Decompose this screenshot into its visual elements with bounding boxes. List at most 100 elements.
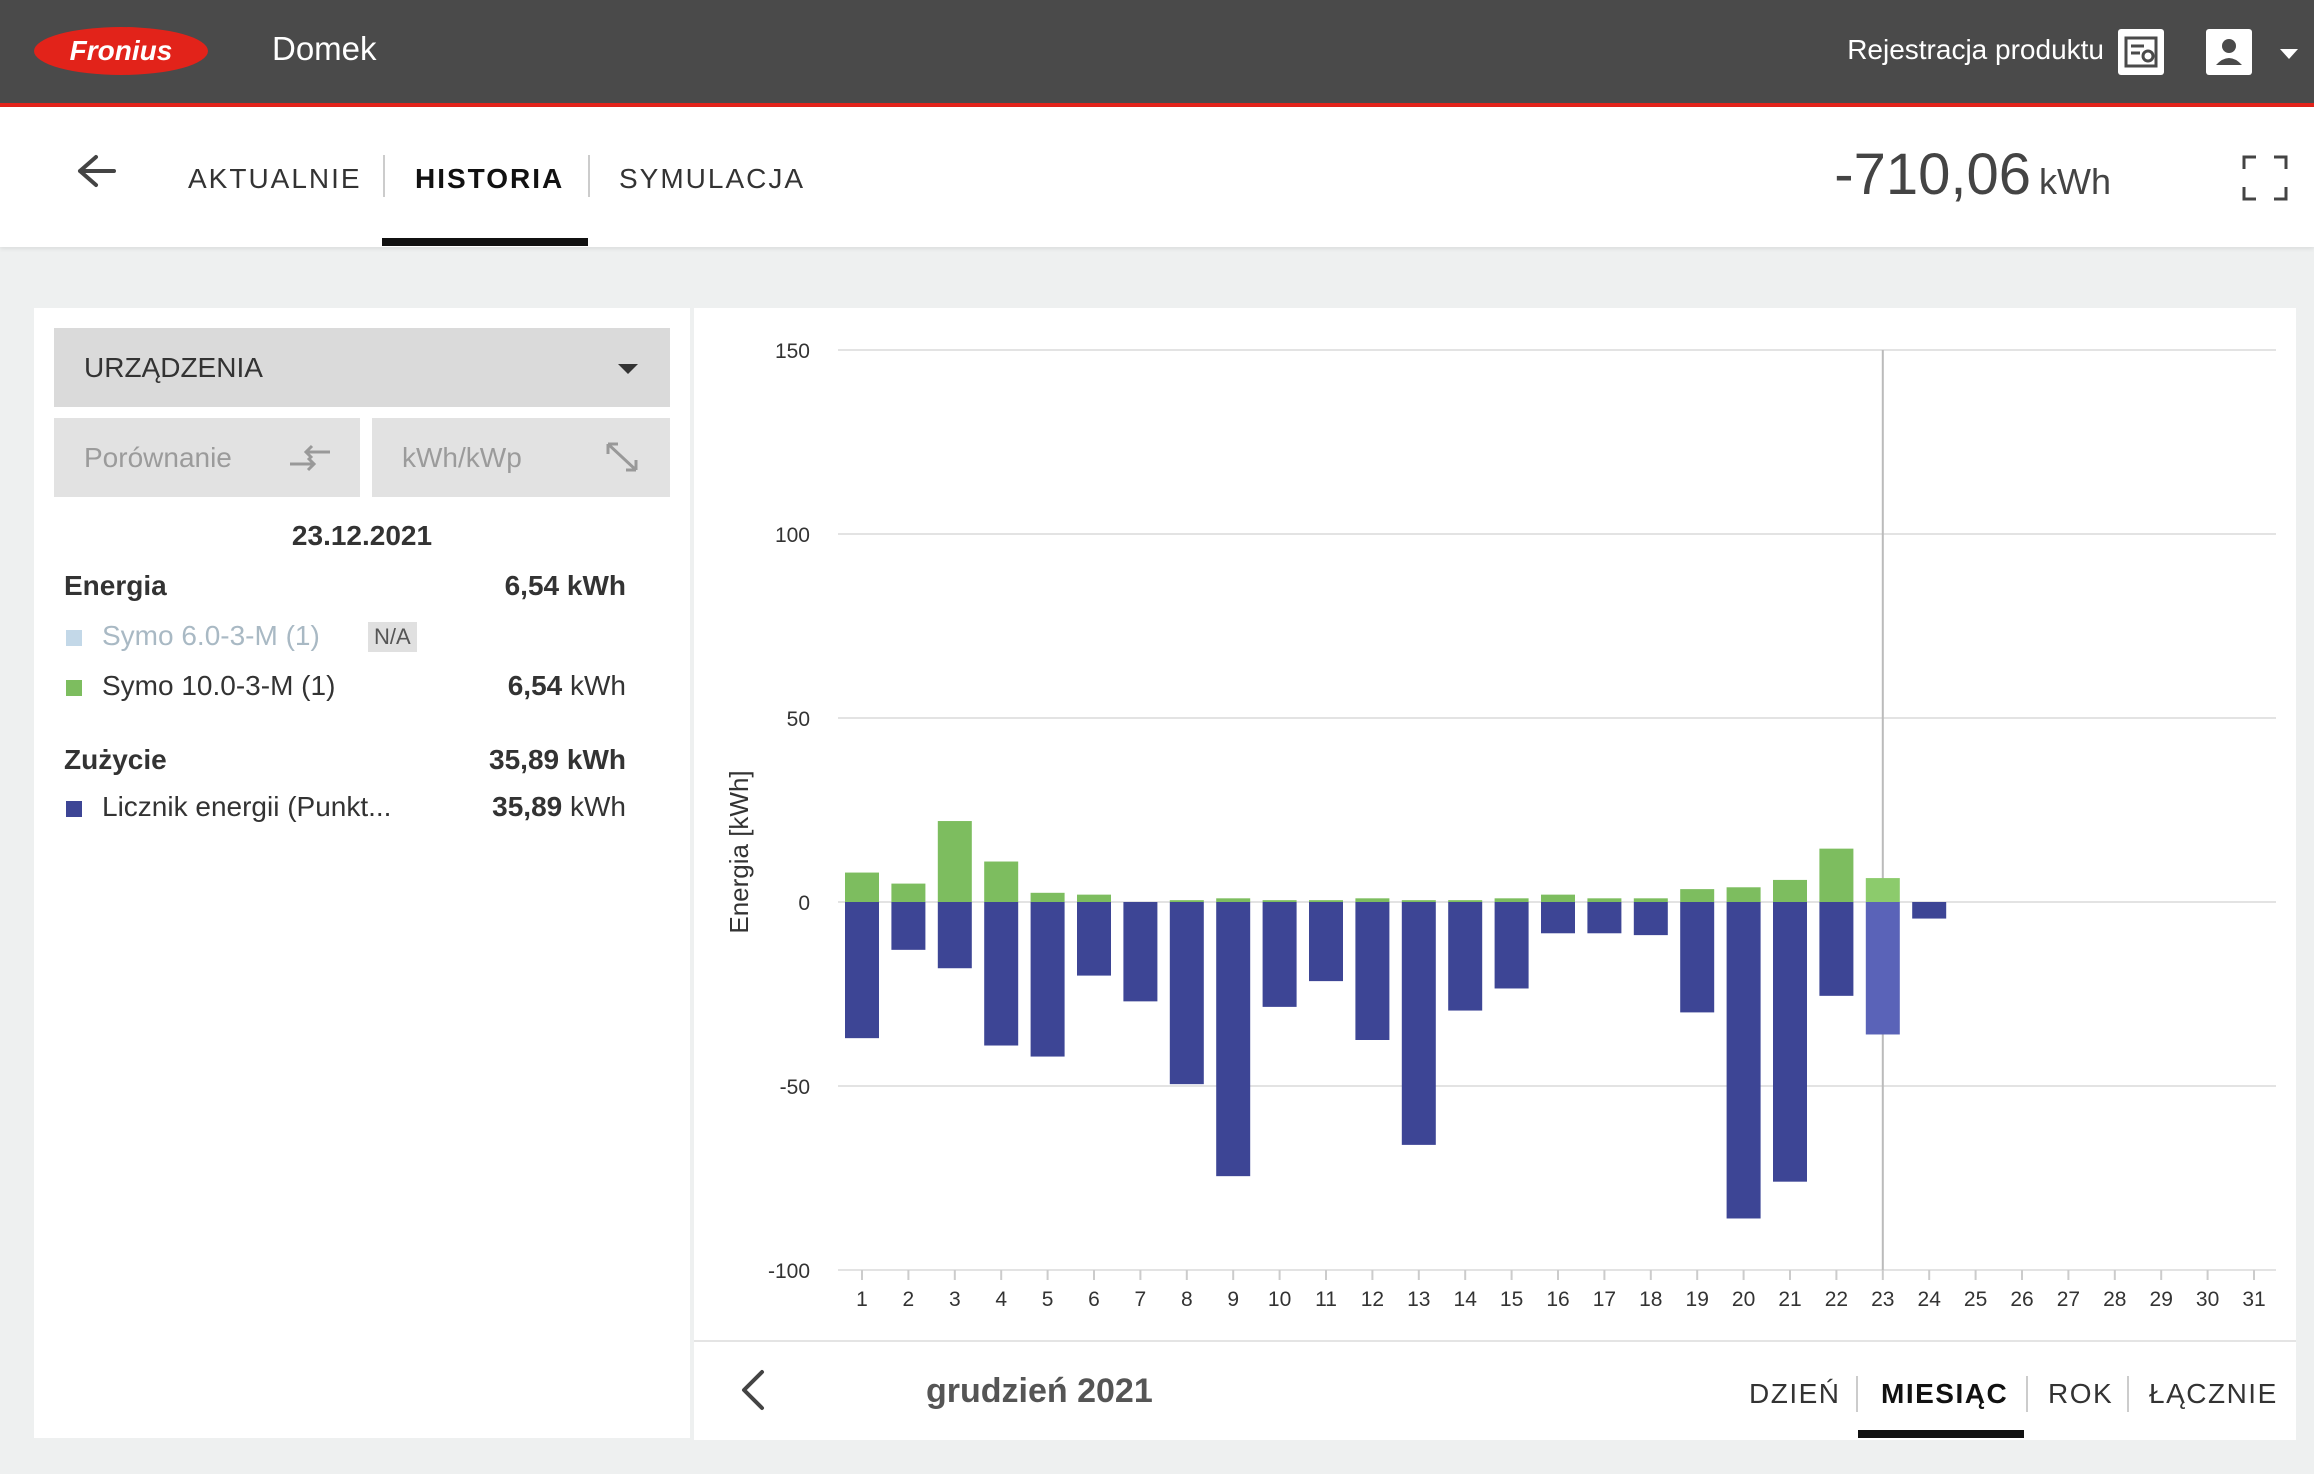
- x-tick-label: 1: [856, 1288, 868, 1311]
- logo-text: Fronius: [70, 35, 173, 66]
- period-label: grudzień 2021: [926, 1372, 1153, 1410]
- x-tick-label: 23: [1871, 1288, 1894, 1311]
- na-badge: N/A: [368, 622, 417, 652]
- site-name[interactable]: Domek: [272, 30, 377, 67]
- production-bar: [1587, 898, 1622, 902]
- user-icon[interactable]: [2206, 29, 2252, 75]
- production-bar: [1680, 889, 1715, 902]
- device-name: Symo 6.0-3-M (1): [102, 620, 320, 651]
- tab-symulacja[interactable]: SYMULACJA: [619, 163, 806, 194]
- consumption-bar: [1030, 902, 1065, 1057]
- x-tick-label: 11: [1315, 1288, 1337, 1311]
- tab-lacznie[interactable]: ŁĄCZNIE: [2149, 1378, 2278, 1409]
- x-tick-label: 19: [1686, 1288, 1709, 1311]
- meter-unit: kWh: [570, 791, 626, 822]
- energy-unit: kWh: [566, 570, 626, 601]
- consumption-bar: [1726, 902, 1761, 1219]
- meter-number: 35,89: [492, 791, 563, 822]
- consumption-bar: [1680, 902, 1715, 1013]
- devices-dropdown[interactable]: URZĄDZENIA: [54, 328, 670, 407]
- x-tick-label: 10: [1268, 1288, 1291, 1311]
- swap-arrows-icon: [290, 444, 330, 472]
- legend-swatch: [66, 680, 82, 696]
- consumption-bar: [1077, 902, 1111, 976]
- product-registration-link[interactable]: Rejestracja produktu: [1847, 34, 2104, 65]
- period-navigation-bar: grudzień 2021 DZIEŃ MIESIĄC ROK ŁĄCZNIE: [694, 1340, 2296, 1440]
- consumption-bar: [937, 902, 972, 969]
- meter-value: 35,89 kWh: [492, 791, 626, 823]
- tab-miesiac[interactable]: MIESIĄC: [1881, 1378, 2009, 1409]
- consumption-value: 35,89 kWh: [489, 744, 626, 776]
- production-bar: [1030, 892, 1065, 902]
- production-bar: [1633, 898, 1668, 902]
- user-menu-caret-icon[interactable]: [2280, 49, 2298, 59]
- consumption-unit: kWh: [566, 744, 626, 775]
- x-tick-label: 2: [903, 1288, 915, 1311]
- selected-date: 23.12.2021: [291, 520, 433, 551]
- consumption-bar: [1169, 902, 1204, 1085]
- tab-rok[interactable]: ROK: [2048, 1378, 2114, 1409]
- production-bar: [1216, 898, 1251, 902]
- y-axis-label: Energia [kWh]: [724, 770, 754, 933]
- consumption-number: 35,89: [489, 744, 560, 775]
- consumption-bar: [1448, 902, 1483, 1011]
- compare-label: Porównanie: [84, 442, 232, 473]
- tab-separator: [588, 155, 590, 197]
- chart-panel: 150 100 50 0 -50 -100 Energia [kWh] 1 2 3 4 5 6 7 8 9 10…: [694, 308, 2296, 1440]
- tab-dzien[interactable]: DZIEŃ: [1749, 1378, 1841, 1409]
- consumption-bar: [1865, 902, 1900, 1035]
- x-tick-label: 15: [1500, 1288, 1523, 1311]
- x-tick-label: 18: [1639, 1288, 1662, 1311]
- y-tick-label: -100: [768, 1260, 810, 1283]
- compare-button[interactable]: Porównanie: [54, 418, 360, 497]
- registration-icon[interactable]: [2118, 29, 2164, 75]
- fronius-logo[interactable]: Fronius: [33, 26, 209, 76]
- energy-number: 6,54: [504, 570, 560, 601]
- energy-summary-row: Energia 6,54 kWh: [64, 570, 626, 610]
- x-tick-label: 7: [1135, 1288, 1147, 1311]
- total-energy-value: -710,06: [1834, 142, 2031, 207]
- consumption-label: Zużycie: [64, 744, 167, 775]
- legend-swatch: [66, 801, 82, 817]
- fullscreen-icon[interactable]: [2242, 155, 2288, 201]
- y-tick-label: 150: [775, 340, 810, 363]
- production-bar: [1494, 898, 1529, 902]
- kwh-kwp-button[interactable]: kWh/kWp: [372, 418, 670, 497]
- x-tick-label: 25: [1964, 1288, 1987, 1311]
- tab-separator: [2127, 1376, 2129, 1412]
- x-tick-label: 27: [2057, 1288, 2080, 1311]
- y-tick-label: 0: [798, 892, 810, 915]
- consumption-bar: [1773, 902, 1807, 1182]
- x-tick-label: 13: [1407, 1288, 1430, 1311]
- consumption-bar: [1401, 902, 1436, 1145]
- energy-value: 6,54 kWh: [505, 570, 626, 602]
- consumption-bar: [1216, 902, 1251, 1177]
- consumption-bar: [1262, 902, 1297, 1007]
- x-tick-label: 14: [1454, 1288, 1478, 1311]
- x-tick-label: 9: [1227, 1288, 1239, 1311]
- tab-aktualnie[interactable]: AKTUALNIE: [188, 163, 362, 194]
- y-tick-label: 50: [787, 708, 810, 731]
- x-tick-label: 4: [995, 1288, 1007, 1311]
- production-bar: [1077, 894, 1111, 902]
- x-tick-label: 24: [1918, 1288, 1942, 1311]
- consumption-bar: [1912, 902, 1947, 919]
- production-bar: [1309, 900, 1343, 902]
- legend-swatch: [66, 630, 82, 646]
- back-arrow-icon[interactable]: [74, 151, 118, 191]
- consumption-bar: [1309, 902, 1343, 982]
- x-tick-label: 28: [2103, 1288, 2126, 1311]
- x-tick-label: 5: [1042, 1288, 1054, 1311]
- tab-separator: [383, 155, 385, 197]
- consumption-bar: [891, 902, 926, 950]
- device-value: 6,54 kWh: [508, 670, 626, 702]
- chevron-left-icon[interactable]: [738, 1368, 768, 1412]
- x-tick-label: 26: [2010, 1288, 2033, 1311]
- tab-historia[interactable]: HISTORIA: [415, 163, 565, 194]
- production-bar: [1448, 900, 1483, 902]
- meter-row: Licznik energii (Punkt... 35,89 kWh: [64, 791, 626, 831]
- consumption-bar: [1819, 902, 1854, 996]
- x-tick-label: 20: [1732, 1288, 1755, 1311]
- production-bar: [1819, 848, 1854, 902]
